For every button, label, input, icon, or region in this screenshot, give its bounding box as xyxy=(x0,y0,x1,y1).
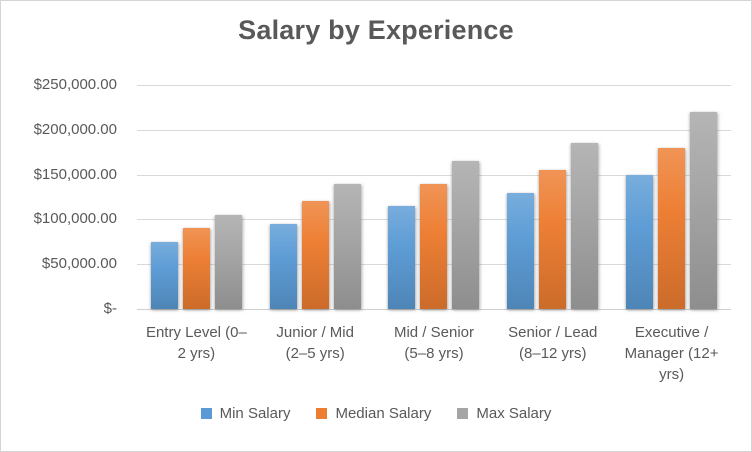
x-axis-category-label-line: (8–12 yrs) xyxy=(519,345,587,362)
gridline xyxy=(137,129,731,131)
legend-item-median-salary: Median Salary xyxy=(316,405,431,422)
x-axis-category-label-line: Junior / Mid xyxy=(276,324,354,341)
y-axis-tick-label: $50,000.00 xyxy=(41,255,117,273)
gridline xyxy=(137,174,731,176)
legend-label: Median Salary xyxy=(335,405,432,422)
bar-max-salary xyxy=(214,214,242,309)
bar-median-salary xyxy=(182,228,210,309)
legend: Min Salary Median Salary Max Salary xyxy=(1,405,751,422)
x-axis-category-label: Senior / Lead (8–12 yrs) xyxy=(493,317,612,385)
legend-item-min-salary: Min Salary xyxy=(200,405,291,422)
legend-item-max-salary: Max Salary xyxy=(457,405,551,422)
bar-min-salary xyxy=(507,192,535,309)
x-axis-category-label: Mid / Senior (5–8 yrs) xyxy=(375,317,494,385)
bar-group-mid-senior-5-8-yrs xyxy=(375,85,494,309)
bar-max-salary xyxy=(690,111,718,309)
legend-marker-max-salary xyxy=(457,408,469,419)
bar-max-salary xyxy=(333,183,361,309)
bar-min-salary xyxy=(269,223,297,309)
y-axis-tick-label: $- xyxy=(103,300,117,317)
legend-label: Max Salary xyxy=(476,405,552,422)
y-axis-tick-label: $150,000.00 xyxy=(33,165,117,183)
bar-min-salary xyxy=(626,174,654,309)
x-axis: Entry Level (0– 2 yrs) Junior / Mid (2–5 yr… xyxy=(137,317,731,385)
x-axis-category-label: Entry Level (0– 2 yrs) xyxy=(137,317,256,385)
legend-marker-min-salary xyxy=(200,408,212,419)
legend-label: Min Salary xyxy=(219,405,291,422)
legend-marker-median-salary xyxy=(316,408,328,419)
y-axis-tick-label: $250,000.00 xyxy=(33,76,117,93)
x-axis-category-label-line: Entry Level (0– xyxy=(145,324,247,341)
bar-max-salary xyxy=(452,161,480,309)
x-axis-category-label-line: Manager (12+ xyxy=(624,345,719,362)
bar-group-junior-mid-2-5-yrs xyxy=(256,85,375,309)
x-axis-category-label-line: (5–8 yrs) xyxy=(404,345,464,362)
bar-median-salary xyxy=(420,183,448,309)
bar-median-salary xyxy=(658,147,686,309)
bar-group-entry-level-0-2-yrs xyxy=(137,85,256,309)
bar-min-salary xyxy=(388,205,416,309)
bar-max-salary xyxy=(571,143,599,309)
gridline xyxy=(137,85,731,86)
y-axis-tick-label: $200,000.00 xyxy=(33,120,117,138)
x-axis-category-label-line: Executive / xyxy=(634,324,709,341)
bar-group-executive-manager-12-yrs xyxy=(612,85,731,309)
bars-layer xyxy=(137,85,731,309)
bar-median-salary xyxy=(301,201,329,309)
x-axis-category-label-line: 2 yrs) xyxy=(177,345,216,362)
x-axis-category-label: Junior / Mid (2–5 yrs) xyxy=(256,317,375,385)
chart-title: Salary by Experience xyxy=(238,15,514,45)
x-axis-category-label-line: (2–5 yrs) xyxy=(285,345,345,362)
x-axis-category-label-line: yrs) xyxy=(659,366,685,383)
y-axis-tick-label: $100,000.00 xyxy=(33,210,117,228)
bar-group-senior-lead-8-12-yrs xyxy=(493,85,612,309)
x-axis-category-label-line: Mid / Senior xyxy=(393,324,475,341)
bar-min-salary xyxy=(150,241,178,309)
x-axis-category-label-line: Senior / Lead xyxy=(508,324,598,341)
x-axis-line xyxy=(137,309,731,310)
bar-median-salary xyxy=(539,170,567,309)
plot-area xyxy=(137,85,731,310)
x-axis-category-label: Executive / Manager (12+ yrs) xyxy=(612,317,731,385)
